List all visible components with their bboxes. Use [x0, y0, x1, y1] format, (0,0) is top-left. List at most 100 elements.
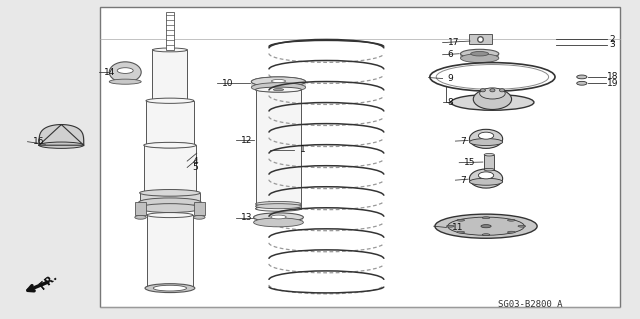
Ellipse shape: [255, 87, 301, 92]
Ellipse shape: [145, 284, 195, 293]
Bar: [140, 193, 200, 202]
Ellipse shape: [480, 89, 485, 92]
Ellipse shape: [273, 88, 284, 91]
Ellipse shape: [140, 189, 200, 196]
Bar: [144, 145, 196, 193]
Ellipse shape: [154, 285, 186, 291]
Bar: [253, 217, 303, 222]
Ellipse shape: [470, 51, 488, 56]
Ellipse shape: [255, 202, 301, 206]
Ellipse shape: [252, 77, 306, 86]
Ellipse shape: [271, 79, 285, 83]
Polygon shape: [39, 124, 84, 145]
Ellipse shape: [484, 153, 494, 156]
Text: 1: 1: [300, 145, 305, 154]
Ellipse shape: [451, 94, 534, 110]
Ellipse shape: [147, 286, 193, 291]
Ellipse shape: [271, 215, 286, 219]
Ellipse shape: [430, 63, 555, 91]
Ellipse shape: [139, 204, 201, 212]
Bar: [484, 155, 494, 170]
Ellipse shape: [577, 81, 587, 85]
Ellipse shape: [447, 225, 454, 227]
Ellipse shape: [255, 206, 301, 211]
Bar: [147, 215, 193, 288]
Text: 13: 13: [241, 213, 252, 222]
Ellipse shape: [253, 213, 303, 222]
Text: 7: 7: [461, 137, 467, 145]
Bar: [152, 50, 188, 101]
Ellipse shape: [469, 178, 502, 185]
Ellipse shape: [478, 172, 493, 179]
Text: SG03-B2800 A: SG03-B2800 A: [499, 300, 563, 308]
Ellipse shape: [436, 64, 548, 89]
Ellipse shape: [144, 142, 196, 148]
Ellipse shape: [152, 48, 188, 52]
Ellipse shape: [508, 219, 515, 221]
Ellipse shape: [461, 54, 499, 63]
Ellipse shape: [457, 231, 465, 233]
Ellipse shape: [252, 83, 306, 92]
Ellipse shape: [518, 225, 525, 227]
Ellipse shape: [435, 214, 537, 238]
Ellipse shape: [482, 217, 490, 219]
Text: 7: 7: [461, 176, 467, 185]
Ellipse shape: [482, 234, 490, 236]
Ellipse shape: [252, 77, 306, 86]
Bar: [255, 90, 301, 209]
Ellipse shape: [255, 204, 301, 209]
Ellipse shape: [469, 129, 502, 148]
Ellipse shape: [577, 75, 587, 79]
Ellipse shape: [461, 49, 499, 58]
Ellipse shape: [193, 215, 205, 219]
Text: 17: 17: [448, 38, 460, 47]
Bar: [100, 7, 620, 307]
Ellipse shape: [147, 212, 193, 218]
Text: 3: 3: [609, 40, 615, 49]
Ellipse shape: [469, 169, 502, 188]
Ellipse shape: [473, 89, 511, 109]
Bar: [252, 82, 306, 87]
Ellipse shape: [478, 132, 493, 139]
Ellipse shape: [448, 217, 524, 235]
Text: 10: 10: [222, 79, 234, 88]
Text: 5: 5: [192, 163, 198, 172]
Bar: [146, 101, 194, 145]
Ellipse shape: [253, 218, 303, 227]
Text: 4: 4: [192, 157, 198, 166]
Text: 18: 18: [607, 72, 619, 81]
Ellipse shape: [469, 138, 502, 145]
Ellipse shape: [140, 199, 200, 206]
Ellipse shape: [39, 142, 84, 148]
Ellipse shape: [457, 219, 465, 221]
Bar: [135, 202, 147, 215]
Text: 19: 19: [607, 79, 619, 88]
Text: 15: 15: [465, 158, 476, 167]
Text: 16: 16: [33, 137, 44, 146]
Ellipse shape: [117, 68, 133, 73]
Text: 14: 14: [104, 68, 116, 77]
Text: 12: 12: [241, 136, 252, 145]
FancyBboxPatch shape: [468, 34, 492, 44]
Bar: [461, 54, 499, 58]
Ellipse shape: [135, 215, 147, 219]
Ellipse shape: [146, 143, 194, 148]
Ellipse shape: [109, 79, 141, 84]
Ellipse shape: [152, 99, 188, 103]
Ellipse shape: [479, 88, 505, 99]
Text: 2: 2: [609, 35, 615, 44]
Text: 9: 9: [448, 74, 454, 83]
Ellipse shape: [499, 89, 504, 92]
Text: 6: 6: [448, 50, 454, 59]
Ellipse shape: [490, 89, 495, 92]
Text: 8: 8: [448, 98, 454, 107]
Bar: [193, 202, 205, 215]
Ellipse shape: [109, 62, 141, 83]
Text: 11: 11: [452, 223, 463, 232]
Ellipse shape: [144, 190, 196, 196]
Ellipse shape: [481, 225, 491, 228]
Ellipse shape: [139, 198, 201, 207]
Bar: [166, 12, 174, 50]
Text: FR.: FR.: [38, 271, 60, 291]
Ellipse shape: [484, 168, 494, 171]
